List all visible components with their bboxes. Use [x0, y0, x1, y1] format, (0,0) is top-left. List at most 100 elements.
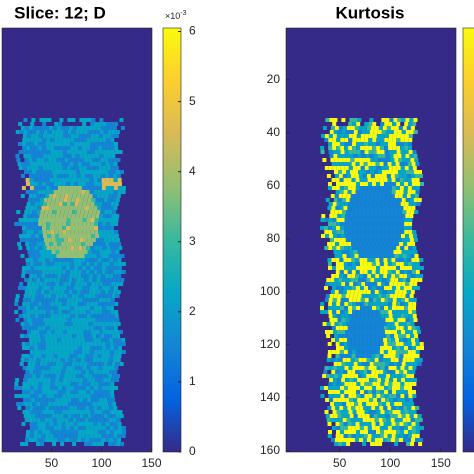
image-pixel — [352, 430, 356, 434]
image-pixel — [64, 334, 69, 338]
image-pixel — [32, 254, 37, 258]
image-pixel — [59, 362, 64, 366]
image-pixel — [93, 178, 98, 182]
image-pixel — [399, 186, 404, 190]
image-pixel — [37, 438, 41, 442]
image-pixel — [385, 154, 390, 158]
image-pixel — [72, 254, 77, 258]
image-pixel — [332, 410, 337, 414]
image-pixel — [29, 242, 34, 246]
image-pixel — [73, 206, 78, 210]
image-pixel — [346, 194, 351, 198]
image-pixel — [102, 394, 107, 398]
image-pixel — [26, 138, 31, 142]
image-pixel — [54, 430, 58, 434]
image-pixel — [90, 298, 95, 302]
image-pixel — [49, 350, 54, 354]
image-pixel — [385, 234, 389, 238]
image-pixel — [29, 406, 34, 410]
image-pixel — [418, 170, 422, 174]
image-pixel — [46, 430, 50, 434]
image-pixel — [355, 350, 360, 354]
image-pixel — [351, 350, 356, 354]
image-pixel — [373, 154, 378, 158]
image-pixel — [63, 318, 68, 322]
image-pixel — [362, 442, 367, 446]
image-pixel — [404, 314, 409, 318]
image-pixel — [337, 238, 342, 242]
image-pixel — [333, 414, 338, 418]
image-pixel — [22, 302, 27, 306]
image-pixel — [37, 186, 42, 190]
image-pixel — [415, 326, 420, 330]
image-pixel — [398, 126, 403, 130]
image-pixel — [350, 322, 355, 326]
image-pixel — [368, 306, 372, 310]
image-pixel — [339, 406, 344, 410]
image-pixel — [26, 134, 31, 138]
image-pixel — [78, 390, 82, 394]
image-pixel — [394, 126, 399, 130]
image-pixel — [415, 262, 420, 266]
image-pixel — [39, 294, 44, 298]
image-pixel — [371, 326, 376, 330]
image-pixel — [94, 430, 98, 434]
image-pixel — [66, 410, 71, 414]
image-pixel — [419, 258, 424, 262]
image-pixel — [387, 406, 392, 410]
image-pixel — [348, 386, 352, 390]
image-pixel — [90, 310, 95, 314]
image-pixel — [65, 354, 70, 358]
image-pixel — [78, 134, 83, 138]
image-pixel — [25, 406, 30, 410]
image-pixel — [102, 218, 107, 222]
image-pixel — [115, 330, 119, 334]
image-pixel — [384, 182, 388, 186]
image-pixel — [68, 374, 73, 378]
image-pixel — [86, 222, 91, 226]
image-pixel — [394, 290, 399, 294]
image-pixel — [68, 402, 73, 406]
image-pixel — [40, 374, 45, 378]
image-pixel — [44, 174, 49, 178]
image-pixel — [57, 422, 62, 426]
image-pixel — [80, 174, 85, 178]
image-pixel — [84, 210, 89, 214]
image-pixel — [25, 162, 30, 166]
image-pixel — [342, 278, 347, 282]
image-pixel — [401, 282, 406, 286]
image-pixel — [106, 394, 111, 398]
image-pixel — [19, 282, 24, 286]
image-pixel — [31, 318, 36, 322]
image-pixel — [368, 346, 372, 350]
image-pixel — [389, 282, 394, 286]
image-pixel — [52, 126, 57, 130]
image-pixel — [334, 402, 339, 406]
image-pixel — [27, 130, 32, 134]
image-pixel — [320, 386, 324, 390]
image-pixel — [363, 162, 368, 166]
image-pixel — [102, 122, 107, 126]
image-pixel — [44, 374, 49, 378]
image-pixel — [393, 330, 397, 334]
image-pixel — [409, 250, 414, 254]
image-pixel — [353, 250, 358, 254]
image-pixel — [36, 170, 40, 174]
image-pixel — [377, 378, 382, 382]
image-pixel — [55, 130, 60, 134]
image-pixel — [381, 130, 386, 134]
image-pixel — [388, 314, 393, 318]
image-pixel — [47, 318, 52, 322]
image-pixel — [375, 190, 380, 194]
image-pixel — [38, 394, 43, 398]
image-pixel — [48, 290, 53, 294]
image-pixel — [62, 430, 66, 434]
image-pixel — [36, 290, 41, 294]
image-pixel — [412, 302, 417, 306]
image-pixel — [32, 210, 37, 214]
image-pixel — [95, 130, 100, 134]
image-pixel — [368, 382, 373, 386]
image-pixel — [33, 338, 38, 342]
image-pixel — [382, 174, 387, 178]
image-pixel — [347, 274, 352, 278]
